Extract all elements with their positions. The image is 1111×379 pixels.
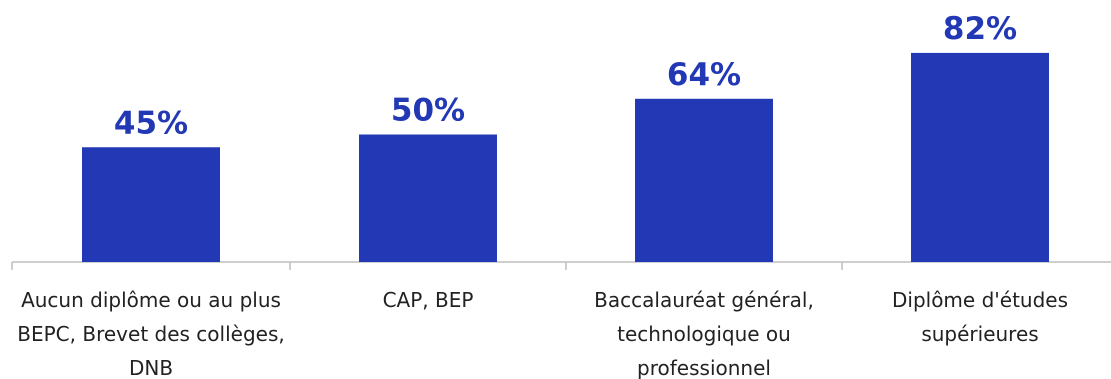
category-label: Baccalauréat général, technologique ou pro… bbox=[594, 288, 814, 379]
bar bbox=[82, 147, 220, 262]
category-label-line: BEPC, Brevet des collèges, bbox=[17, 322, 284, 346]
value-label: 64% bbox=[667, 57, 741, 93]
value-label: 50% bbox=[391, 93, 465, 129]
x-axis bbox=[11, 261, 1111, 270]
category-label: Diplôme d'études supérieures bbox=[892, 288, 1068, 346]
category-label-line: technologique ou bbox=[617, 322, 791, 346]
bars bbox=[82, 52, 1049, 263]
bar bbox=[359, 134, 497, 262]
bar bbox=[635, 98, 773, 262]
value-labels: 45% 50% 64% 82% bbox=[114, 11, 1017, 141]
category-label: CAP, BEP bbox=[383, 288, 474, 312]
category-label-line: Aucun diplôme ou au plus bbox=[21, 288, 281, 312]
category-label-line: CAP, BEP bbox=[383, 288, 474, 312]
bar bbox=[911, 52, 1049, 263]
value-label: 82% bbox=[943, 11, 1017, 47]
category-label-line: supérieures bbox=[921, 322, 1038, 346]
value-label: 45% bbox=[114, 105, 188, 141]
category-label-line: DNB bbox=[129, 356, 173, 379]
category-label: Aucun diplôme ou au plus BEPC, Brevet des… bbox=[17, 288, 284, 379]
category-label-line: Baccalauréat général, bbox=[594, 288, 814, 312]
category-label-line: professionnel bbox=[637, 356, 771, 379]
category-label-line: Diplôme d'études bbox=[892, 288, 1068, 312]
category-labels: Aucun diplôme ou au plus BEPC, Brevet des… bbox=[17, 288, 1068, 379]
